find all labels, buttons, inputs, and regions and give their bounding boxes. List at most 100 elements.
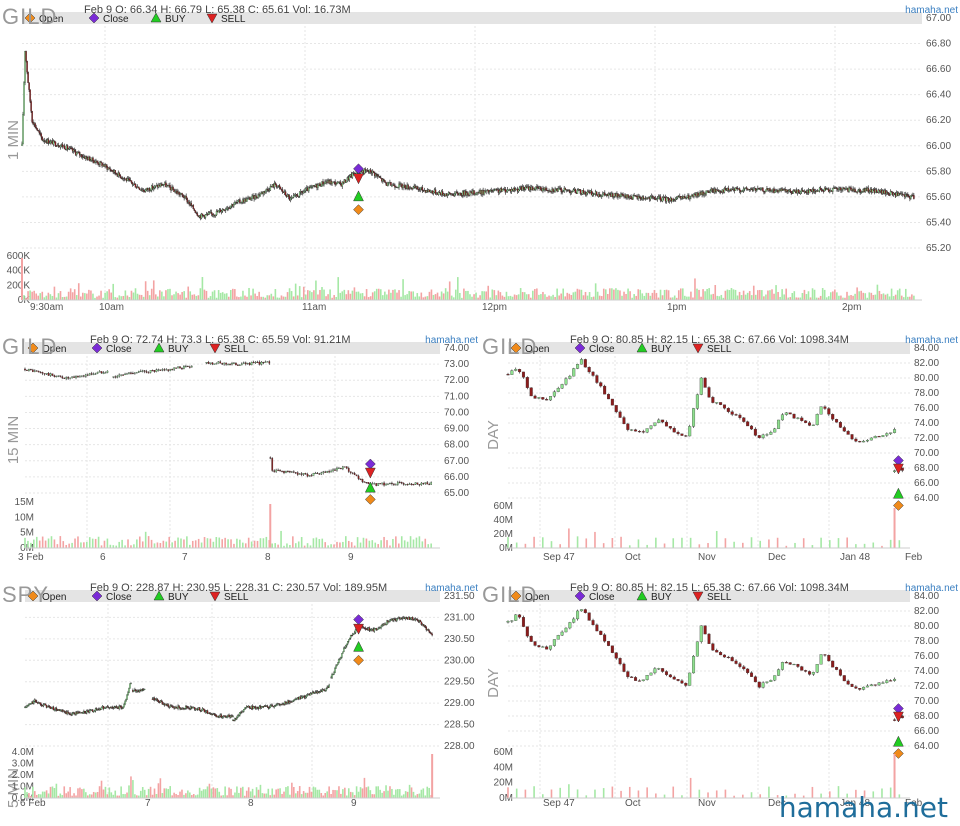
candle-body xyxy=(854,189,856,193)
volume-bar xyxy=(212,541,215,548)
legend-label: SELL xyxy=(707,344,732,355)
volume-bar xyxy=(855,544,857,548)
candle-body xyxy=(734,660,738,664)
volume-bar xyxy=(67,291,70,300)
volume-bar xyxy=(300,537,303,548)
candle-body xyxy=(552,391,556,397)
volume-bar xyxy=(515,295,518,300)
buy-marker-icon xyxy=(636,590,648,601)
volume-bar xyxy=(706,288,708,300)
candle-body xyxy=(549,645,553,650)
candle-body xyxy=(178,192,180,195)
volume-bar xyxy=(37,794,40,798)
volume-bar xyxy=(748,291,751,300)
volume-bar xyxy=(371,292,374,300)
close-marker-icon xyxy=(574,590,586,602)
chart-panel-spy-5min: 231.50 231.00 230.50 230.00 229.50 229.00 228.… xyxy=(0,578,480,812)
candle-body xyxy=(576,610,580,620)
volume-bar xyxy=(65,296,68,300)
volume-bar xyxy=(643,295,646,300)
volume-bar xyxy=(103,540,106,548)
volume-bar xyxy=(121,539,123,548)
volume-bar xyxy=(489,297,492,300)
candle-body xyxy=(320,185,322,187)
candle-body xyxy=(81,375,83,377)
x-tick-label: 6 xyxy=(100,552,106,563)
candle-body xyxy=(148,188,151,191)
volume-bar xyxy=(106,538,109,548)
candle-body xyxy=(96,372,99,374)
candle-body xyxy=(91,709,94,712)
volume-bar xyxy=(273,794,275,798)
candle-body xyxy=(77,376,79,378)
candle-body xyxy=(757,435,761,438)
candle-body xyxy=(221,717,223,719)
volume-bar xyxy=(559,787,561,798)
candle-body xyxy=(316,472,319,475)
candle-body xyxy=(323,689,325,691)
candle-body xyxy=(637,680,641,682)
volume-bar xyxy=(86,293,88,300)
candle-body xyxy=(698,194,700,197)
volume-bar xyxy=(296,791,299,798)
volume-bar xyxy=(293,786,295,798)
volume-bar xyxy=(77,283,80,300)
candle-body xyxy=(318,473,321,475)
volume-bar xyxy=(265,793,268,798)
candle-body xyxy=(130,682,132,685)
candle-body xyxy=(126,694,128,700)
volume-bar xyxy=(422,297,425,300)
price-tick-label: 73.00 xyxy=(444,359,469,370)
candle-body xyxy=(676,431,680,434)
candle-body xyxy=(549,396,553,401)
candle-body xyxy=(268,190,271,192)
candle-body xyxy=(86,156,88,158)
chart-header: Feb 9 O: 228.87 H: 230.95 L: 228.31 C: 2… xyxy=(90,582,387,594)
candle-body xyxy=(153,370,156,372)
volume-bar xyxy=(540,294,542,300)
volume-bar xyxy=(33,539,35,548)
volume-bar xyxy=(686,296,688,300)
volume-bar xyxy=(776,795,779,798)
candle-body xyxy=(742,188,745,191)
volume-bar xyxy=(49,294,52,300)
volume-bar xyxy=(206,786,209,798)
candle-body xyxy=(109,168,111,171)
candle-body xyxy=(564,627,568,633)
candle-body xyxy=(838,188,840,190)
volume-bar xyxy=(134,794,136,798)
volume-bar xyxy=(191,540,194,548)
volume-bar xyxy=(377,544,379,548)
volume-bar xyxy=(373,794,376,798)
volume-bar xyxy=(894,294,897,300)
volume-bar xyxy=(296,295,299,300)
candle-body xyxy=(513,188,516,191)
volume-bar xyxy=(321,538,324,548)
candle-body xyxy=(376,174,379,177)
volume-bar xyxy=(707,543,709,548)
candle-body xyxy=(875,189,878,192)
candle-body xyxy=(419,620,422,622)
volume-bar xyxy=(655,292,658,300)
volume-bar xyxy=(317,294,319,300)
volume-bar xyxy=(428,291,431,300)
volume-bar xyxy=(558,295,560,300)
candle-body xyxy=(248,362,251,366)
candle-body xyxy=(159,369,162,371)
candle-body xyxy=(39,132,41,134)
volume-bar xyxy=(785,795,788,798)
candle-body xyxy=(363,481,366,483)
candle-body xyxy=(160,700,163,703)
volume-bar xyxy=(369,296,372,300)
candle-body xyxy=(672,428,676,433)
volume-bar xyxy=(350,542,353,548)
candle-body xyxy=(202,708,205,710)
candle-body xyxy=(200,710,203,712)
candle-body xyxy=(562,191,564,193)
volume-bar xyxy=(163,788,166,798)
volume-bar xyxy=(175,793,177,798)
candle-body xyxy=(346,643,348,646)
volume-bar xyxy=(768,539,770,548)
candle-body xyxy=(265,188,268,192)
candle-body xyxy=(179,194,181,196)
